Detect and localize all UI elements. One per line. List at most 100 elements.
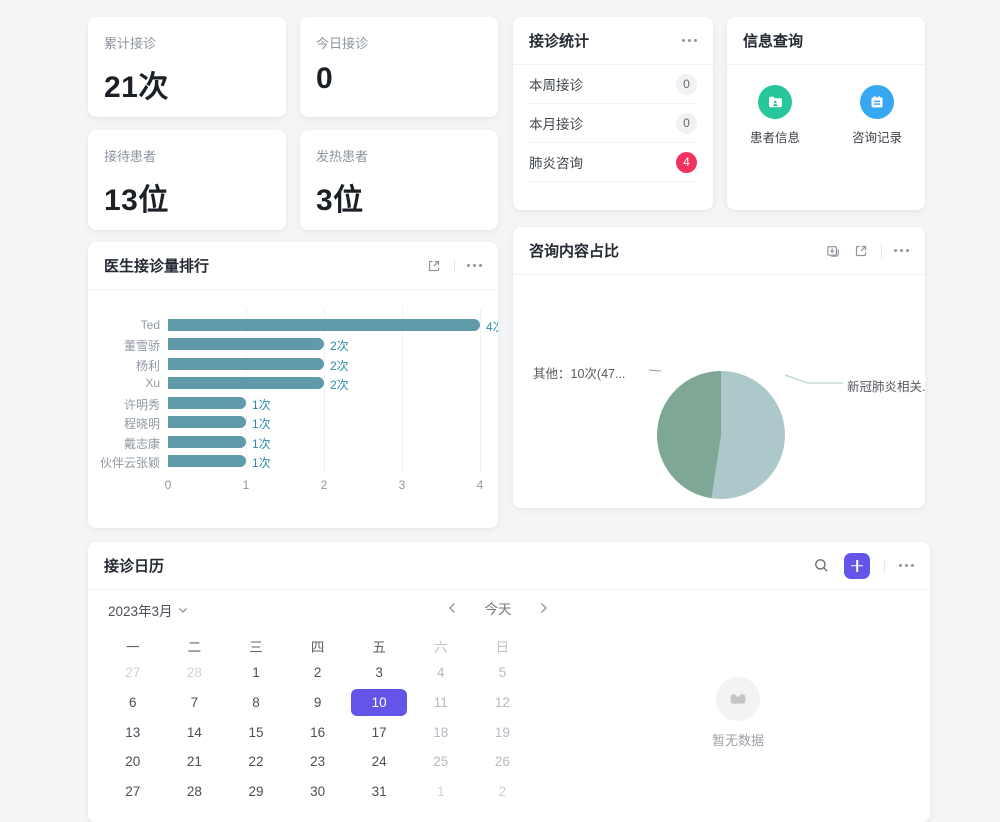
calendar-day[interactable]: 16 (310, 724, 326, 740)
calendar-day[interactable]: 25 (433, 754, 449, 770)
grid-line (480, 308, 481, 474)
more-icon[interactable] (894, 249, 909, 252)
calendar-day[interactable]: 22 (248, 754, 264, 770)
doctor-ranking-card: 医生接诊量排行 01234Ted4次董雪骄2次杨利2次Xu2次许明秀1次程晓明1… (88, 242, 498, 528)
x-axis-tick: 3 (398, 478, 406, 492)
calendar-day[interactable]: 21 (186, 754, 202, 770)
calendar-day[interactable]: 28 (186, 784, 202, 800)
bar-category-label: Ted (140, 317, 160, 332)
bar-value-label: 1次 (252, 397, 271, 412)
bar (168, 357, 324, 370)
calendar-day-grid: 27 28 1 2 3 4 5 6 7 8 9 10 11 12 13 14 15 16 17 18 19 20 21 22 2… (102, 658, 533, 806)
calendar-day[interactable]: 15 (248, 724, 264, 740)
stat-card-label: 今日接诊 (316, 36, 369, 51)
stat-card-2: 接待患者 13位 (88, 130, 286, 230)
consult-calendar-card: 接诊日历 2023年3月 今天 一二三四五六日 27 28 1 2 3 4 5 6 7 8 9 10 1… (88, 542, 930, 822)
bar-value-label: 4次 (486, 319, 498, 334)
stat-card-3: 发热患者 3位 (300, 130, 498, 230)
calendar-day[interactable]: 8 (252, 695, 260, 711)
prev-month-icon[interactable] (448, 602, 456, 614)
calendar-day[interactable]: 3 (375, 665, 383, 681)
pie-card-header: 咨询内容占比 (513, 227, 925, 275)
info-item-patient-folder[interactable]: 患者信息 (750, 85, 800, 146)
calendar-day[interactable]: 5 (498, 665, 507, 681)
calendar-day[interactable]: 12 (494, 695, 510, 711)
info-query-header: 信息查询 (727, 17, 925, 65)
more-icon[interactable] (899, 564, 914, 567)
more-icon[interactable] (682, 39, 697, 42)
weekday-header: 二 (187, 640, 202, 655)
consult-record-icon (860, 85, 894, 119)
bar-value-label: 1次 (252, 417, 271, 432)
month-selector[interactable]: 2023年3月 (108, 600, 188, 620)
bar (168, 338, 324, 351)
calendar-day[interactable]: 6 (129, 695, 137, 711)
calendar-nav: 今天 (448, 598, 548, 618)
x-axis-tick: 2 (320, 478, 328, 492)
calendar-day[interactable]: 2 (498, 784, 507, 800)
calendar-day[interactable]: 4 (437, 665, 445, 681)
today-button[interactable]: 今天 (484, 602, 512, 617)
calendar-day[interactable]: 30 (310, 784, 326, 800)
next-month-icon[interactable] (540, 602, 548, 614)
grid-line (324, 308, 325, 474)
selected-day-pill: 10 (351, 689, 408, 717)
calendar-day[interactable]: 7 (190, 695, 199, 711)
stats-row-label: 本周接诊 (529, 78, 583, 93)
calendar-day[interactable]: 27 (125, 784, 141, 800)
calendar-day[interactable]: 1 (252, 665, 260, 681)
bar-category-label: 戴志康 (123, 436, 160, 451)
x-axis-tick: 1 (242, 478, 250, 492)
calendar-day[interactable]: 17 (371, 724, 387, 740)
stat-card-1: 今日接诊 0 (300, 17, 498, 117)
consult-stats-header: 接诊统计 (513, 17, 713, 65)
calendar-day[interactable]: 31 (371, 784, 387, 800)
expand-icon[interactable] (853, 243, 869, 259)
calendar-day[interactable]: 20 (125, 754, 141, 770)
calendar-day[interactable]: 19 (494, 724, 510, 740)
calendar-day[interactable]: 29 (248, 784, 264, 800)
calendar-day[interactable]: 11 (433, 695, 448, 711)
stats-row-badge: 0 (676, 73, 697, 95)
bar-value-label: 1次 (252, 436, 271, 451)
doctor-ranking-header: 医生接诊量排行 (88, 242, 498, 290)
expand-icon[interactable] (426, 258, 442, 274)
search-icon[interactable] (813, 557, 830, 574)
bar (168, 416, 246, 429)
calendar-day[interactable]: 26 (494, 754, 510, 770)
calendar-day[interactable]: 9 (313, 695, 322, 711)
grid-line (246, 308, 247, 474)
calendar-day[interactable]: 24 (371, 754, 387, 770)
calendar-day[interactable]: 28 (186, 665, 202, 681)
more-icon[interactable] (467, 264, 482, 267)
calendar-day[interactable]: 2 (313, 665, 322, 681)
calendar-day[interactable]: 18 (433, 724, 449, 740)
weekday-header: 六 (434, 640, 448, 655)
calendar-day[interactable]: 14 (186, 724, 202, 740)
bar (168, 318, 480, 331)
save-image-icon[interactable] (825, 243, 841, 259)
stat-card-label: 接待患者 (104, 149, 157, 164)
calendar-day[interactable]: 10 (348, 688, 410, 718)
add-event-button[interactable] (844, 552, 870, 579)
calendar-day[interactable]: 27 (125, 665, 141, 681)
header-divider (881, 243, 882, 258)
consult-stats-rows: 本周接诊 0 本月接诊 0 肺炎咨询 4 (513, 65, 713, 182)
weekday-header: 五 (372, 640, 386, 655)
consult-content-pie-chart: 其他：10次(47... 新冠肺炎相关... (513, 275, 925, 508)
calendar-day[interactable]: 23 (310, 754, 326, 770)
stats-row-badge: 0 (676, 112, 697, 134)
calendar-day[interactable]: 1 (437, 784, 445, 800)
info-item-consult-record[interactable]: 咨询记录 (852, 85, 902, 146)
stats-row-badge: 4 (676, 151, 697, 173)
stat-card-label: 发热患者 (316, 149, 369, 164)
info-item-label: 咨询记录 (852, 131, 903, 145)
calendar-day[interactable]: 13 (125, 724, 141, 740)
pie-label-other: 其他：10次(47... (533, 367, 626, 381)
info-query-items: 患者信息 咨询记录 (727, 65, 925, 146)
bar-category-label: 许明秀 (123, 397, 160, 412)
doctor-ranking-title: 医生接诊量排行 (104, 258, 210, 275)
calendar-weekday-row: 一二三四五六日 (102, 636, 533, 656)
stat-card-0: 累计接诊 21次 (88, 17, 286, 117)
inbox-icon (730, 694, 746, 704)
